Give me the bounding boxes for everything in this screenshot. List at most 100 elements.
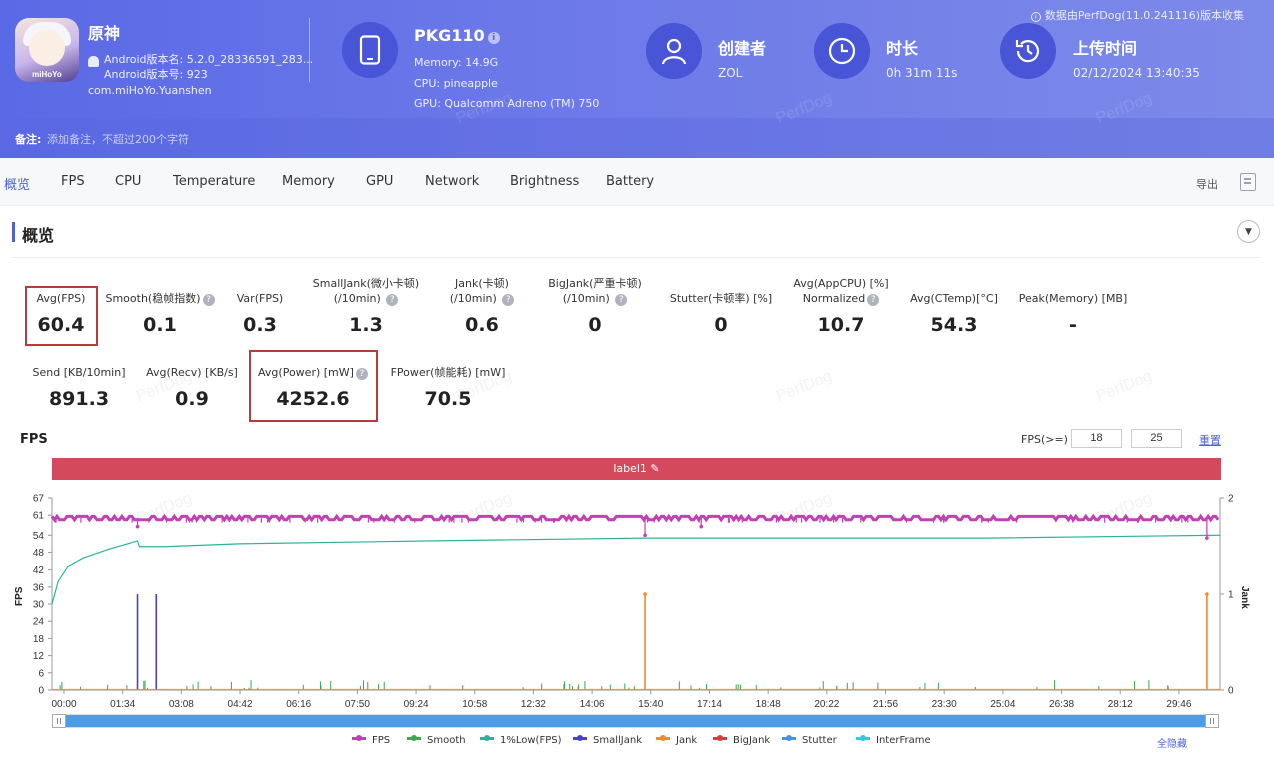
legend-item[interactable]: Jank [656, 735, 697, 746]
jank-point [643, 592, 647, 596]
x-tick-label: 09:24 [404, 699, 429, 710]
legend-label: Smooth [427, 735, 466, 746]
chart-legend: FPS Smooth 1%Low(FPS) SmallJank Jank BigJank S… [0, 735, 1274, 749]
stat-label: FPower(帧能耗) [mW] [390, 366, 506, 379]
tab-network[interactable]: Network [425, 174, 480, 189]
label-bar[interactable]: label1 ✎ [52, 458, 1221, 480]
reset-link[interactable]: 重置 [1199, 434, 1221, 447]
x-tick-label: 15:40 [638, 699, 663, 710]
stat-value: - [1069, 314, 1077, 336]
edit-icon[interactable]: ✎ [646, 462, 660, 475]
y-tick-label: 61 [33, 511, 45, 522]
slider-handle-left[interactable] [52, 714, 66, 728]
user-icon [646, 23, 702, 79]
stat-value: 0.9 [175, 388, 209, 410]
legend-item[interactable]: FPS [352, 735, 390, 746]
x-tick-label: 07:50 [345, 699, 370, 710]
help-icon[interactable]: ? [502, 294, 515, 306]
stat-value: 0.3 [243, 314, 277, 336]
x-tick-label: 17:14 [697, 699, 722, 710]
stat-big-jank: BigJank(严重卡顿) (/10min) ? 0 [537, 276, 653, 336]
stat-label: SmallJank(微小卡顿) [312, 277, 420, 290]
highlight-box-fps [25, 286, 98, 346]
y-tick-label: 0 [38, 686, 44, 697]
legend-item[interactable]: 1%Low(FPS) [480, 735, 562, 746]
y-tick-label: 12 [33, 651, 45, 662]
phone-icon [342, 22, 398, 78]
note-input[interactable]: 添加备注，不超过200个字符 [47, 133, 189, 146]
help-icon[interactable]: ? [867, 294, 880, 306]
legend-swatch [352, 735, 366, 741]
info-icon[interactable]: i [487, 32, 500, 44]
threshold-input-2[interactable]: 25 [1131, 429, 1182, 448]
export-icon[interactable] [1240, 173, 1256, 191]
stat-label: Send [KB/10min] [32, 366, 126, 379]
creator-value: ZOL [718, 66, 743, 80]
tab-brightness[interactable]: Brightness [510, 174, 580, 189]
stat-value: 60.4 [37, 314, 85, 336]
legend-item[interactable]: Smooth [407, 735, 466, 746]
stat-label: Avg(Power) [mW]? [252, 365, 374, 380]
creator-label: 创建者 [718, 39, 767, 58]
tab-overview[interactable]: 概览 [4, 178, 31, 193]
device-cpu: CPU: pineapple [414, 77, 498, 90]
x-tick-label: 23:30 [932, 699, 957, 710]
stat-label: BigJank(严重卡顿) [548, 277, 642, 290]
help-icon[interactable]: ? [615, 294, 628, 306]
x-tick-label: 26:38 [1049, 699, 1074, 710]
duration-label: 时长 [886, 39, 919, 58]
note-bar [0, 118, 1274, 158]
slider-handle-right[interactable] [1205, 714, 1219, 728]
legend-item[interactable]: SmallJank [573, 735, 642, 746]
tab-memory[interactable]: Memory [282, 174, 335, 189]
x-tick-label: 20:22 [814, 699, 839, 710]
stat-var-fps: Var(FPS) 0.3 [226, 291, 294, 336]
fps-dip-point [699, 524, 704, 529]
tab-cpu[interactable]: CPU [115, 174, 142, 189]
hide-all-button[interactable]: 全隐藏 [1157, 739, 1187, 750]
x-tick-label: 01:34 [110, 699, 135, 710]
stat-label-2: Normalized? [784, 291, 898, 306]
stat-value: 10.7 [817, 314, 865, 336]
y-tick-label: 54 [33, 531, 45, 542]
jank-point [1205, 592, 1209, 596]
tab-battery[interactable]: Battery [606, 174, 655, 189]
stat-label: Avg(AppCPU) [%] [793, 277, 889, 290]
help-icon[interactable]: ? [355, 368, 368, 380]
y-tick-label: 42 [33, 565, 45, 576]
tab-temperature[interactable]: Temperature [173, 174, 256, 189]
stat-value: 54.3 [930, 314, 978, 336]
legend-label: BigJank [733, 735, 771, 746]
legend-item[interactable]: BigJank [713, 735, 770, 746]
export-button[interactable]: 导出 [1196, 178, 1218, 191]
legend-item[interactable]: Stutter [782, 735, 837, 746]
stat-value: 0 [588, 314, 602, 336]
x-tick-label: 10:58 [462, 699, 487, 710]
threshold-input-1[interactable]: 18 [1071, 429, 1122, 448]
upload-label: 上传时间 [1073, 39, 1138, 58]
legend-label: Stutter [802, 735, 837, 746]
history-icon [1000, 23, 1056, 79]
source-note: i 数据由PerfDog(11.0.241116)版本收集 [1030, 7, 1244, 23]
stat-label-2: (/10min) ? [300, 291, 432, 306]
help-icon[interactable]: ? [202, 294, 215, 306]
section-divider [12, 257, 1260, 258]
stat-value: 0 [714, 314, 728, 336]
tab-fps[interactable]: FPS [61, 174, 85, 189]
tab-gpu[interactable]: GPU [366, 174, 394, 189]
x-tick-label: 06:16 [286, 699, 311, 710]
y-tick-label: 6 [38, 668, 44, 679]
help-icon[interactable]: ? [386, 294, 399, 306]
clock-icon [814, 23, 870, 79]
time-range-slider[interactable] [52, 714, 1219, 728]
stat-label-2: (/10min) ? [537, 291, 653, 306]
fps-dip-point [1205, 536, 1209, 540]
duration-value: 0h 31m 11s [886, 66, 958, 80]
y-axis-title: FPS [14, 586, 25, 606]
stat-app-cpu: Avg(AppCPU) [%] Normalized? 10.7 [784, 276, 898, 336]
stat-value: 891.3 [48, 388, 110, 410]
collapse-icon[interactable]: ▼ [1237, 220, 1260, 243]
legend-label: FPS [372, 735, 391, 746]
legend-item[interactable]: InterFrame [856, 735, 931, 746]
